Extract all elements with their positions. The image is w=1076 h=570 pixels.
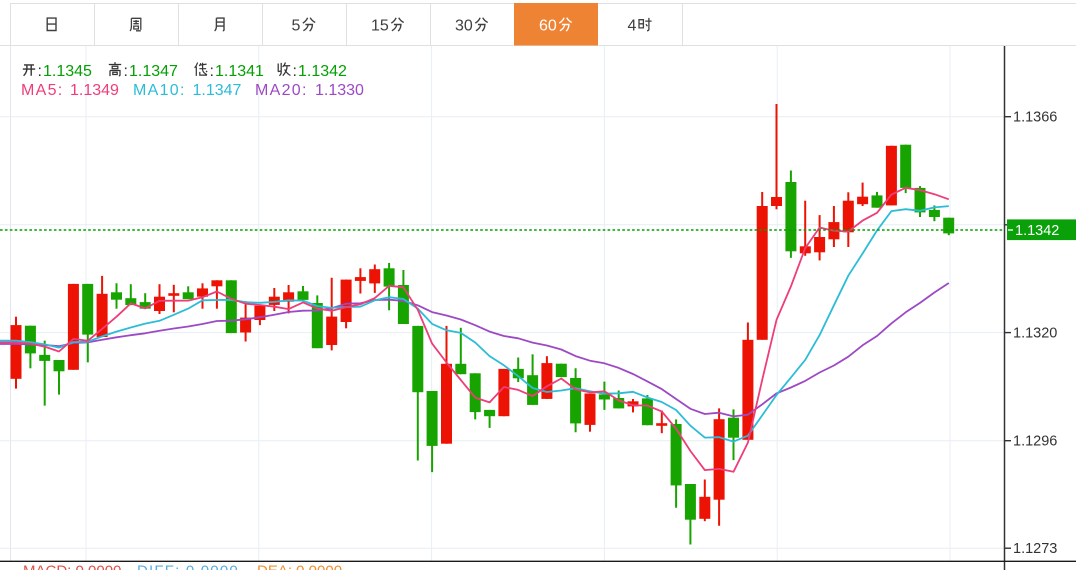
svg-text::: : xyxy=(210,63,214,80)
svg-text:1.1347: 1.1347 xyxy=(193,82,242,99)
svg-text:1.1273: 1.1273 xyxy=(1013,541,1057,557)
svg-text::: : xyxy=(293,63,297,80)
svg-text:MA20:: MA20: xyxy=(255,82,308,99)
svg-text:1.1366: 1.1366 xyxy=(1013,110,1057,126)
svg-text::: : xyxy=(38,63,42,80)
svg-text:1.1341: 1.1341 xyxy=(215,63,264,80)
svg-text:MA10:: MA10: xyxy=(133,82,186,99)
svg-text:DIFF: 0.0000: DIFF: 0.0000 xyxy=(137,563,239,570)
svg-text:60: 60 xyxy=(539,18,557,35)
svg-text:1.1296: 1.1296 xyxy=(1013,434,1057,450)
svg-text:MA5:: MA5: xyxy=(21,82,64,99)
svg-text:1.1330: 1.1330 xyxy=(315,82,364,99)
svg-text::: : xyxy=(124,63,128,80)
svg-text:15: 15 xyxy=(371,18,389,35)
svg-text:DEA: 0.0000: DEA: 0.0000 xyxy=(257,563,342,570)
svg-text:1.1342: 1.1342 xyxy=(298,63,347,80)
svg-text:5: 5 xyxy=(292,18,301,35)
svg-text:1.1345: 1.1345 xyxy=(43,63,92,80)
svg-text:1.1347: 1.1347 xyxy=(129,63,178,80)
svg-text:30: 30 xyxy=(455,18,473,35)
svg-text:MACD: 0.0000: MACD: 0.0000 xyxy=(23,563,121,570)
svg-text:1.1342: 1.1342 xyxy=(1015,223,1059,239)
svg-text:1.1320: 1.1320 xyxy=(1013,326,1057,342)
svg-text:4: 4 xyxy=(628,18,637,35)
svg-text:1.1349: 1.1349 xyxy=(70,82,119,99)
